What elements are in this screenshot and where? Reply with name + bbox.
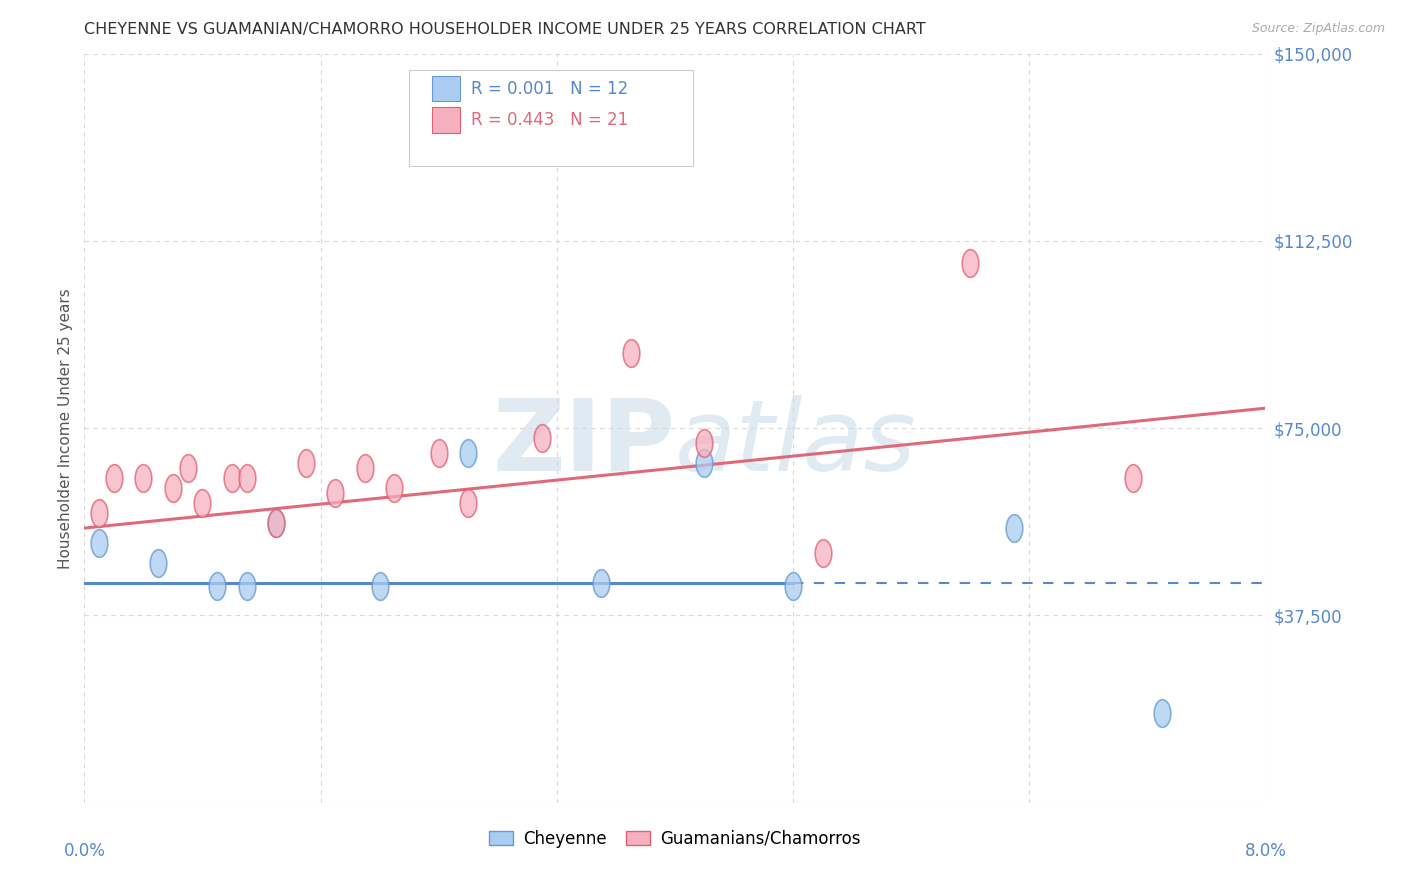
Point bbox=[811, 546, 834, 560]
FancyBboxPatch shape bbox=[432, 76, 460, 102]
Point bbox=[264, 516, 288, 530]
Point bbox=[354, 461, 377, 475]
Text: CHEYENNE VS GUAMANIAN/CHAMORRO HOUSEHOLDER INCOME UNDER 25 YEARS CORRELATION CHA: CHEYENNE VS GUAMANIAN/CHAMORRO HOUSEHOLD… bbox=[84, 22, 927, 37]
FancyBboxPatch shape bbox=[432, 107, 460, 133]
Point bbox=[264, 516, 288, 530]
Point bbox=[368, 578, 391, 592]
Point bbox=[782, 578, 804, 592]
Point bbox=[191, 496, 214, 510]
Point bbox=[1150, 706, 1173, 720]
Point bbox=[384, 481, 406, 495]
Point bbox=[235, 578, 259, 592]
Point bbox=[148, 556, 170, 570]
Text: R = 0.001   N = 12: R = 0.001 N = 12 bbox=[471, 79, 628, 98]
Point bbox=[457, 496, 479, 510]
Point bbox=[959, 256, 981, 270]
Point bbox=[693, 436, 716, 450]
Point bbox=[427, 446, 450, 460]
Y-axis label: Householder Income Under 25 years: Householder Income Under 25 years bbox=[58, 288, 73, 568]
Point bbox=[87, 536, 111, 550]
Point bbox=[591, 576, 613, 591]
Point bbox=[207, 578, 229, 592]
Legend: Cheyenne, Guamanians/Chamorros: Cheyenne, Guamanians/Chamorros bbox=[482, 823, 868, 855]
Text: 8.0%: 8.0% bbox=[1244, 842, 1286, 860]
FancyBboxPatch shape bbox=[409, 70, 693, 166]
Point bbox=[531, 431, 554, 445]
Text: Source: ZipAtlas.com: Source: ZipAtlas.com bbox=[1251, 22, 1385, 36]
Text: R = 0.443   N = 21: R = 0.443 N = 21 bbox=[471, 112, 628, 129]
Point bbox=[177, 461, 200, 475]
Point bbox=[87, 506, 111, 520]
Point bbox=[235, 471, 259, 485]
Text: 0.0%: 0.0% bbox=[63, 842, 105, 860]
Point bbox=[457, 446, 479, 460]
Point bbox=[619, 346, 641, 360]
Point bbox=[1122, 471, 1144, 485]
Point bbox=[162, 481, 184, 495]
Point bbox=[103, 471, 125, 485]
Point bbox=[693, 456, 716, 470]
Point bbox=[325, 486, 347, 500]
Point bbox=[132, 471, 155, 485]
Point bbox=[1004, 521, 1026, 535]
Point bbox=[221, 471, 243, 485]
Point bbox=[295, 456, 318, 470]
Text: ZIP: ZIP bbox=[492, 394, 675, 491]
Text: atlas: atlas bbox=[675, 394, 917, 491]
